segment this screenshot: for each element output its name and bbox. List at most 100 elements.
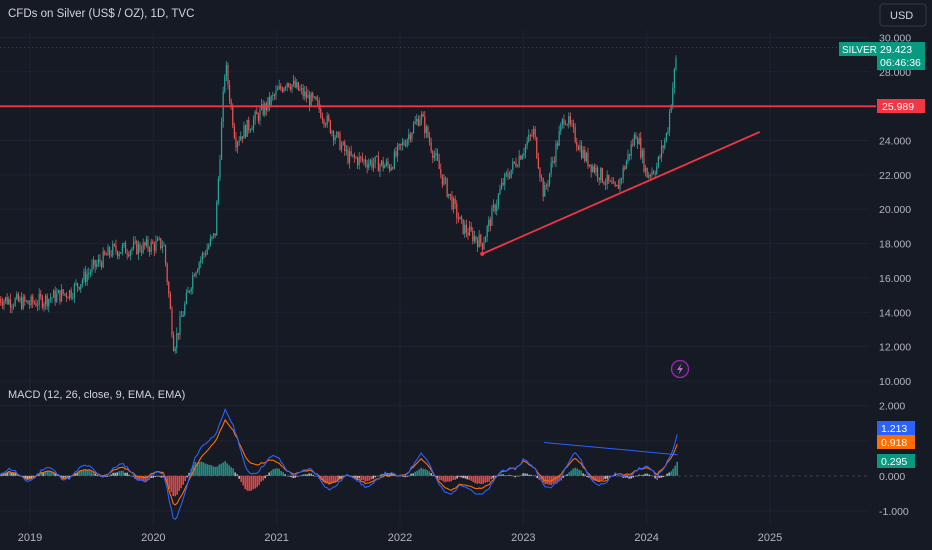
macd-histogram-bar bbox=[264, 475, 266, 479]
candle bbox=[110, 254, 112, 256]
macd-histogram-bar bbox=[332, 475, 334, 483]
candle bbox=[176, 333, 178, 349]
macd-histogram-bar bbox=[446, 475, 448, 482]
candle bbox=[204, 253, 207, 255]
candle bbox=[52, 290, 55, 298]
candle bbox=[331, 131, 333, 134]
macd-histogram-bar bbox=[84, 469, 86, 476]
candle bbox=[619, 178, 621, 189]
macd-histogram-bar bbox=[540, 475, 542, 481]
macd-histogram-bar bbox=[310, 473, 312, 476]
macd-histogram-bar bbox=[500, 474, 502, 476]
candle bbox=[433, 155, 435, 158]
candle bbox=[361, 157, 363, 161]
candle bbox=[368, 163, 370, 168]
chart-overlays bbox=[0, 46, 876, 256]
candle bbox=[118, 253, 120, 257]
macd-histogram-bar bbox=[638, 474, 640, 476]
macd-histogram-bar bbox=[136, 475, 138, 481]
candle bbox=[587, 152, 589, 167]
candle bbox=[400, 144, 402, 146]
macd-histogram-bar bbox=[232, 468, 234, 476]
candle bbox=[531, 135, 533, 136]
macd-histogram-bar bbox=[454, 475, 456, 480]
macd-histogram-bar bbox=[474, 475, 476, 484]
price-tick-label: 16.000 bbox=[879, 273, 911, 285]
macd-histogram-bar bbox=[166, 475, 168, 484]
candle bbox=[155, 240, 157, 251]
candle bbox=[246, 119, 248, 137]
macd-histogram-bar bbox=[450, 475, 452, 482]
macd-histogram-bar bbox=[214, 466, 216, 476]
candle bbox=[630, 144, 632, 156]
candle bbox=[107, 247, 109, 256]
candle bbox=[459, 216, 461, 220]
symbol-badge bbox=[839, 42, 877, 56]
candle bbox=[153, 243, 155, 251]
macd-histogram-bar bbox=[330, 475, 332, 484]
macd-histogram-bar bbox=[414, 471, 416, 476]
macd-histogram-bar bbox=[274, 468, 276, 476]
candle bbox=[340, 144, 343, 150]
candle bbox=[70, 290, 72, 298]
candle bbox=[196, 270, 199, 273]
macd-line bbox=[0, 407, 678, 521]
candle bbox=[150, 241, 152, 252]
candle bbox=[496, 204, 498, 212]
macd-histogram-bar bbox=[266, 474, 268, 476]
macd-histogram-bar bbox=[668, 472, 670, 476]
candle bbox=[641, 150, 643, 158]
macd-histogram-bar bbox=[286, 475, 288, 477]
macd-histogram-bar bbox=[476, 475, 478, 484]
candle bbox=[526, 141, 528, 146]
candle bbox=[248, 119, 250, 131]
candle bbox=[584, 149, 586, 161]
candle bbox=[486, 226, 488, 237]
candle bbox=[468, 226, 471, 236]
candle bbox=[80, 284, 82, 290]
candle bbox=[668, 112, 671, 132]
macd-histogram-bar bbox=[182, 475, 184, 485]
macd-histogram-bar bbox=[278, 468, 280, 476]
macd-histogram-bar bbox=[8, 471, 10, 476]
macd-histogram-bar bbox=[660, 475, 662, 478]
macd-histogram-bar bbox=[218, 464, 220, 476]
macd-histogram-bar bbox=[602, 475, 604, 480]
macd-histogram-bar bbox=[352, 475, 354, 477]
macd-histogram-bar bbox=[376, 475, 378, 477]
macd-histogram-bar bbox=[24, 475, 26, 479]
macd-histogram-bar bbox=[246, 475, 248, 491]
price-tick-label: 10.000 bbox=[879, 376, 911, 388]
macd-histogram-bar bbox=[88, 470, 90, 476]
candle bbox=[304, 91, 306, 97]
candle bbox=[644, 167, 647, 172]
macd-histogram-bar bbox=[158, 475, 160, 477]
macd-histogram-bar bbox=[154, 475, 156, 477]
macd-histogram-bar bbox=[200, 461, 202, 476]
candle bbox=[396, 145, 399, 157]
macd-histogram-bar bbox=[674, 465, 676, 476]
candle bbox=[192, 275, 194, 289]
candle bbox=[427, 126, 429, 138]
macd-histogram-bar bbox=[546, 475, 548, 485]
candle bbox=[545, 185, 547, 187]
candle bbox=[144, 242, 146, 246]
candle bbox=[484, 236, 487, 243]
macd-histogram-bar bbox=[298, 475, 300, 477]
lightning-icon[interactable] bbox=[670, 359, 690, 379]
candle bbox=[435, 153, 437, 156]
macd-histogram-bar bbox=[202, 462, 204, 476]
candle bbox=[86, 274, 88, 282]
level-badge bbox=[877, 99, 925, 113]
macd-histogram-bar bbox=[506, 475, 508, 477]
macd-histogram-bar bbox=[204, 463, 206, 476]
candle bbox=[0, 298, 2, 303]
macd-histogram-bar bbox=[162, 475, 164, 478]
candle bbox=[662, 145, 664, 148]
macd-histogram-bar bbox=[290, 475, 292, 478]
currency-button[interactable] bbox=[879, 3, 927, 27]
price-tick-label: 12.000 bbox=[879, 342, 911, 354]
candle bbox=[315, 96, 317, 100]
candle bbox=[598, 177, 600, 180]
